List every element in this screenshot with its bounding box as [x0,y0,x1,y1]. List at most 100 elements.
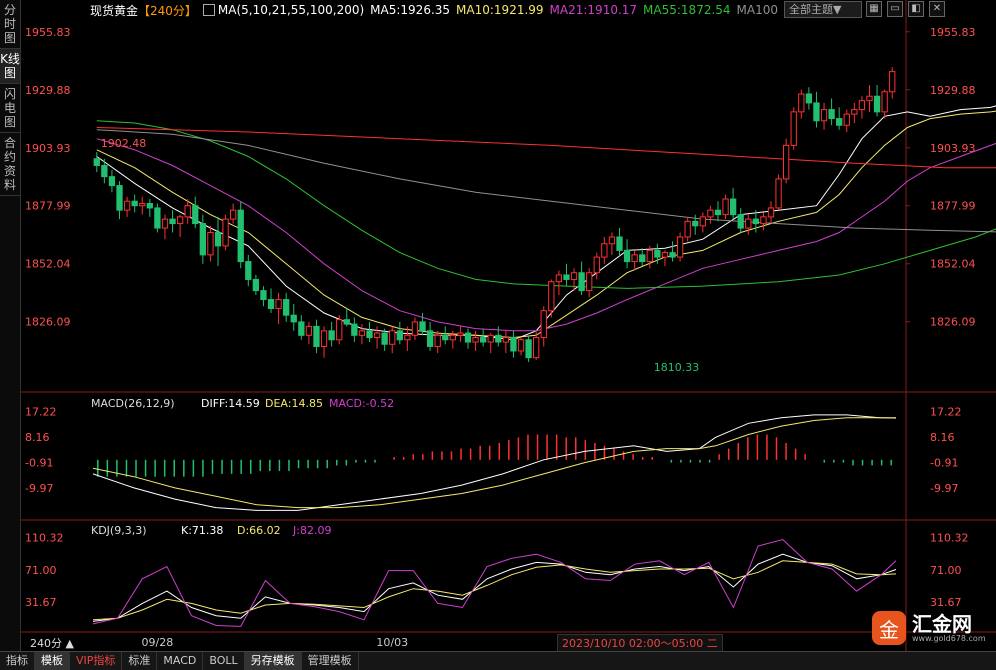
candle-body [419,321,426,332]
close-icon[interactable]: ✕ [929,1,945,17]
kdj-y-tick-left: 31.67 [25,596,57,609]
y-tick-label-right: 1955.83 [930,26,976,39]
candle-body [214,232,222,247]
tab-vip-indicators[interactable]: VIP指标 [70,652,123,670]
tab-timeshare[interactable]: 分时图 [0,0,20,49]
candle-body [646,249,653,263]
candle-body [381,332,388,345]
candle-body [699,216,706,227]
kdj-y-tick-right: 110.32 [930,532,969,545]
candle-body [540,310,547,339]
candle-body [192,205,199,225]
logo-mark: 金 [872,611,906,645]
macd-y-tick-right: -9.97 [930,482,958,495]
tab-contract-info[interactable]: 合约资料 [0,133,20,196]
candle-body [623,249,631,263]
tab-templates[interactable]: 模板 [35,652,70,670]
candle-body [93,158,100,166]
candle-body [722,198,729,216]
macd-line-diff [92,414,896,511]
x-tick-label: 09/28 [142,636,174,649]
candle-body [366,330,373,339]
tab-boll[interactable]: BOLL [203,652,245,670]
candle-body [373,332,381,339]
candle-body [495,334,502,343]
candle-body [593,256,600,274]
candle-body [601,243,608,258]
candle-body [548,281,555,312]
chart-canvas[interactable]: 1955.83 1955.83 1929.88 1929.88 1903.93 1903.… [21,0,996,651]
candle-body [260,290,267,301]
macd-y-tick-right: -0.91 [930,456,958,469]
macd-y-tick-right: 17.22 [930,405,962,418]
ma-params: MA(5,10,21,55,100,200) [217,3,365,17]
candle-body [404,334,411,341]
tab-save-template[interactable]: 另存模板 [244,652,302,670]
candle-body [783,144,790,180]
logo-url: www.gold678.com [912,633,986,643]
y-tick-label-right: 1852.04 [930,258,976,271]
logo-name: 汇金网 [912,611,972,636]
candle-body [510,337,517,352]
y-tick-label-right: 1877.99 [930,200,976,213]
candle-body [472,337,479,343]
macd-y-tick-right: 8.16 [930,431,955,444]
candle-body [798,93,805,113]
cursor-date-label: 2023/10/10 02:00～05:00 二 [557,634,723,652]
candle-body [396,330,403,341]
candle-body [184,205,191,218]
candle-body [161,218,169,229]
logo: 金 汇金网 www.gold678.com [872,607,988,649]
y-tick-label-left: 1826.09 [25,316,71,329]
candle-body [283,299,290,316]
ma55-value: MA55:1872.54 [643,3,731,17]
period-selector[interactable]: 240分 ▲ [30,637,74,650]
grid-icon[interactable]: ▦ [866,1,882,17]
candle-body [851,109,858,115]
tab-kline[interactable]: K线图 [0,49,20,84]
candle-body [737,214,744,229]
kdj-line-k [92,553,897,622]
tab-manage-templates[interactable]: 管理模板 [302,652,359,670]
candle-body [775,178,782,209]
tab-flash[interactable]: 闪电图 [0,84,20,133]
ma-line-ma10 [96,110,996,339]
kdj-value-label: K:71.38 [181,524,223,537]
candle-body [207,232,214,256]
ma-line-ma21 [96,138,996,332]
candle-body [222,218,229,247]
candle-body [237,209,244,263]
candle-body [389,330,396,345]
candle-body [661,252,669,258]
candle-body [570,272,578,280]
dock-icon[interactable]: ◧ [908,1,924,17]
candle-body [245,261,252,280]
candle-body [298,321,305,336]
price-annotation: 1810.33 [654,361,700,374]
candle-body [252,278,260,292]
candle-body [457,332,464,336]
candle-body [729,198,737,216]
macd-y-tick-left: 8.16 [25,431,50,444]
candle-body [336,319,343,341]
y-tick-label-left: 1877.99 [25,200,71,213]
y-tick-label-right: 1929.88 [930,84,976,97]
tab-indicators[interactable]: 指标 [0,652,35,670]
candle-body [828,109,835,120]
bottom-toolbar: 指标 模板 VIP指标 标准 MACD BOLL 另存模板 管理模板 [0,651,996,670]
restore-icon[interactable]: ▭ [887,1,903,17]
macd-value-label: DEA:14.85 [265,397,323,410]
theme-select[interactable]: 全部主题▼ [784,1,862,18]
candle-body [108,176,116,187]
kdj-line-j [92,538,897,627]
candle-body [116,185,123,211]
ma100-value: MA100 [736,3,779,17]
kdj-line-d [92,560,897,621]
tab-standard[interactable]: 标准 [122,652,158,670]
candle-body [639,254,646,263]
y-tick-label-left: 1929.88 [25,84,71,97]
period-tag: 【240分】 [138,3,197,18]
candle-body [586,272,593,292]
kdj-value-label: J:82.09 [292,524,331,537]
tab-macd[interactable]: MACD [157,652,204,670]
